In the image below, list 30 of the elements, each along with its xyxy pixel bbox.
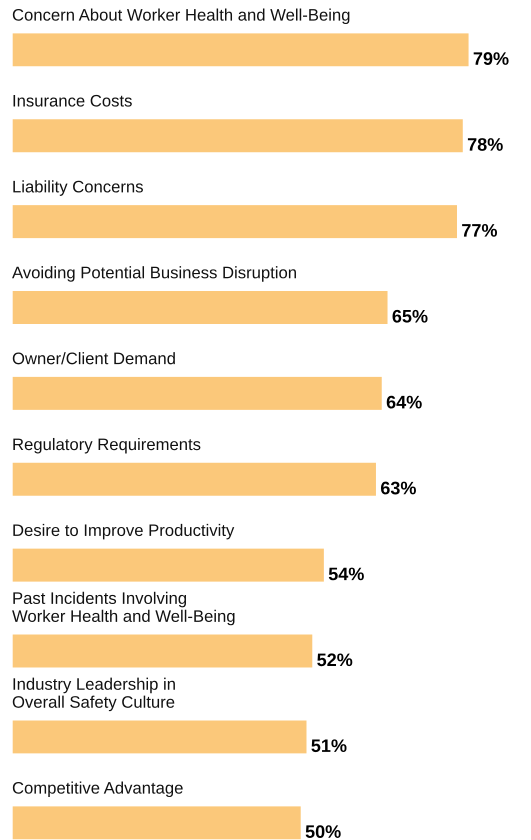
data-label: 50% — [306, 825, 341, 838]
bar — [12, 376, 384, 412]
bar — [12, 719, 308, 755]
data-label: 54% — [328, 568, 364, 580]
y-tick-label: Desire to Improve Productivity — [13, 524, 234, 540]
data-label: 78% — [468, 138, 503, 151]
data-label: 65% — [392, 310, 428, 323]
y-tick-label: Insurance Costs — [14, 94, 132, 107]
y-tick-label: Past Incidents Involving Worker Health and Well-Being — [12, 592, 235, 626]
bar — [12, 118, 464, 154]
bar — [12, 32, 470, 68]
y-tick-label: Industry Leadership in Overall Safety Culture — [12, 678, 175, 712]
data-label: 77% — [462, 224, 498, 237]
y-tick-label: Competitive Advantage — [12, 782, 183, 798]
y-tick-label: Liability Concerns — [13, 180, 143, 196]
y-tick-label: Regulatory Requirements — [13, 438, 200, 454]
data-label: 51% — [311, 739, 347, 752]
bar — [12, 204, 458, 240]
data-label: 52% — [317, 653, 352, 666]
bar — [12, 461, 378, 498]
y-tick-label: Avoiding Potential Business Disruption — [12, 266, 296, 282]
bar — [12, 290, 389, 326]
y-tick-label: Concern About Worker Health and Well-Being — [12, 8, 350, 24]
bar — [12, 547, 326, 584]
y-tick-label: Owner/Client Demand — [12, 352, 175, 364]
data-label: 79% — [474, 52, 509, 65]
bar — [12, 633, 314, 669]
data-label: 64% — [386, 396, 422, 409]
data-label: 63% — [380, 482, 416, 494]
bar — [12, 804, 302, 840]
